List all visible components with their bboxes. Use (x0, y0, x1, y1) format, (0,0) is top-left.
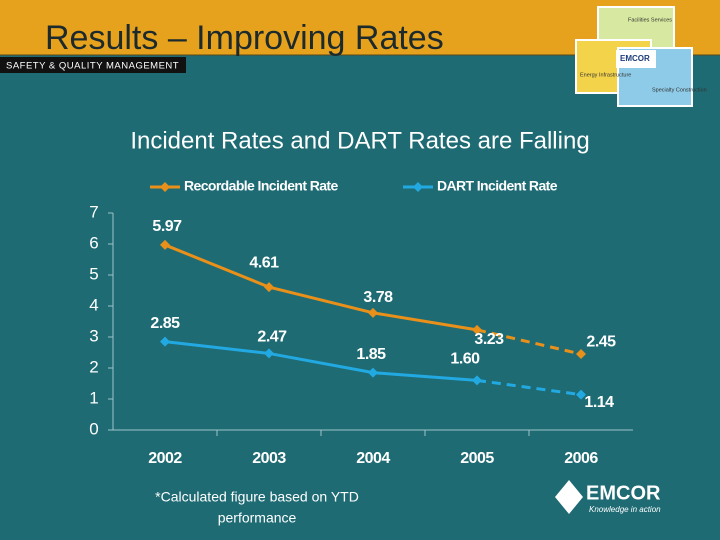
data-point (472, 324, 482, 335)
x-tick-label: 2006 (564, 450, 598, 467)
y-tick-label: 5 (89, 264, 98, 283)
data-point (576, 389, 586, 400)
data-point (264, 348, 274, 359)
footer-logo: EMCOR Knowledge in action (555, 480, 661, 514)
y-tick-label: 0 (89, 419, 98, 438)
data-label: 2.45 (586, 333, 616, 350)
y-tick-label: 2 (89, 357, 98, 376)
data-point (576, 349, 586, 360)
data-label: 3.78 (363, 289, 393, 306)
logo-text: Energy Infrastructure (580, 72, 631, 78)
data-label: 4.61 (249, 254, 279, 271)
x-tick-label: 2005 (460, 450, 494, 467)
data-point (368, 367, 378, 378)
legend-marker (160, 182, 170, 192)
logo-text: Facilities Services (628, 17, 672, 23)
slide-title: Results – Improving Rates (45, 19, 444, 57)
legend-marker (413, 182, 423, 192)
logo-diamond (555, 480, 583, 514)
y-tick-label: 7 (89, 202, 98, 221)
x-tick-label: 2002 (148, 450, 182, 467)
data-point (160, 239, 170, 250)
section-label: SAFETY & QUALITY MANAGEMENT (6, 61, 179, 72)
data-point (472, 375, 482, 386)
y-tick-label: 3 (89, 326, 98, 345)
footnote: performance (218, 510, 297, 526)
data-label: 2.47 (257, 329, 287, 346)
series-line (164, 243, 478, 332)
y-tick-label: 4 (89, 295, 98, 314)
data-label: 2.85 (150, 315, 180, 332)
series-line-dashed (476, 328, 582, 356)
data-point (368, 307, 378, 318)
logo: Facilities Services EMCOR Energy Infrast… (575, 6, 707, 107)
section-box (0, 57, 186, 73)
data-point (160, 336, 170, 347)
data-label: 3.23 (474, 331, 504, 348)
footer-logo-tagline: Knowledge in action (589, 505, 661, 514)
logo-block (616, 50, 656, 68)
data-label: 5.97 (152, 218, 182, 235)
legend-label: Recordable Incident Rate (184, 178, 338, 194)
x-tick-label: 2003 (252, 450, 286, 467)
y-tick-label: 6 (89, 233, 98, 252)
data-label: 1.14 (584, 394, 614, 411)
series-line-dashed (476, 378, 582, 397)
x-tick-label: 2004 (356, 450, 390, 467)
footer-logo-name: EMCOR (586, 482, 661, 504)
data-point (264, 282, 274, 293)
y-tick-label: 1 (89, 388, 98, 407)
footnote: *Calculated figure based on YTD (155, 489, 359, 505)
logo-text: EMCOR (620, 54, 650, 63)
logo-text: Specialty Construction (652, 87, 707, 93)
subtitle: Incident Rates and DART Rates are Fallin… (130, 127, 589, 154)
data-label: 1.85 (356, 346, 386, 363)
legend-label: DART Incident Rate (437, 178, 558, 194)
series-line (164, 340, 478, 382)
data-label: 1.60 (450, 351, 480, 368)
